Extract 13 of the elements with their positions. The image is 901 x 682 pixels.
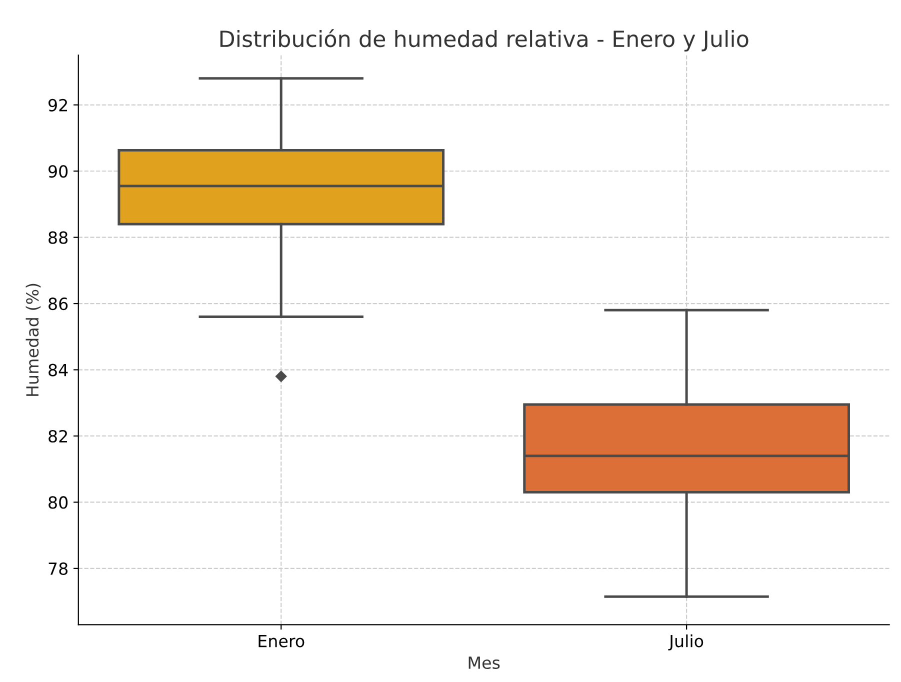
y-tick-label: 82 xyxy=(48,430,67,443)
x-axis-title: Mes xyxy=(468,656,500,670)
y-tick-label: 80 xyxy=(48,496,68,509)
x-tick-label: Enero xyxy=(258,634,304,648)
y-axis-title: Humedad (%) xyxy=(26,284,41,396)
y-tick-label: 86 xyxy=(48,298,68,310)
y-tick-label: 88 xyxy=(48,231,68,244)
x-tick-label: Julio xyxy=(668,634,704,650)
y-tick-label: 78 xyxy=(48,562,68,575)
y-tick-label: 92 xyxy=(48,98,67,112)
chart-title: Distribución de humedad relativa - Enero y Julio xyxy=(220,29,748,52)
y-tick-label: 84 xyxy=(48,364,68,376)
y-tick-label: 90 xyxy=(48,165,68,178)
